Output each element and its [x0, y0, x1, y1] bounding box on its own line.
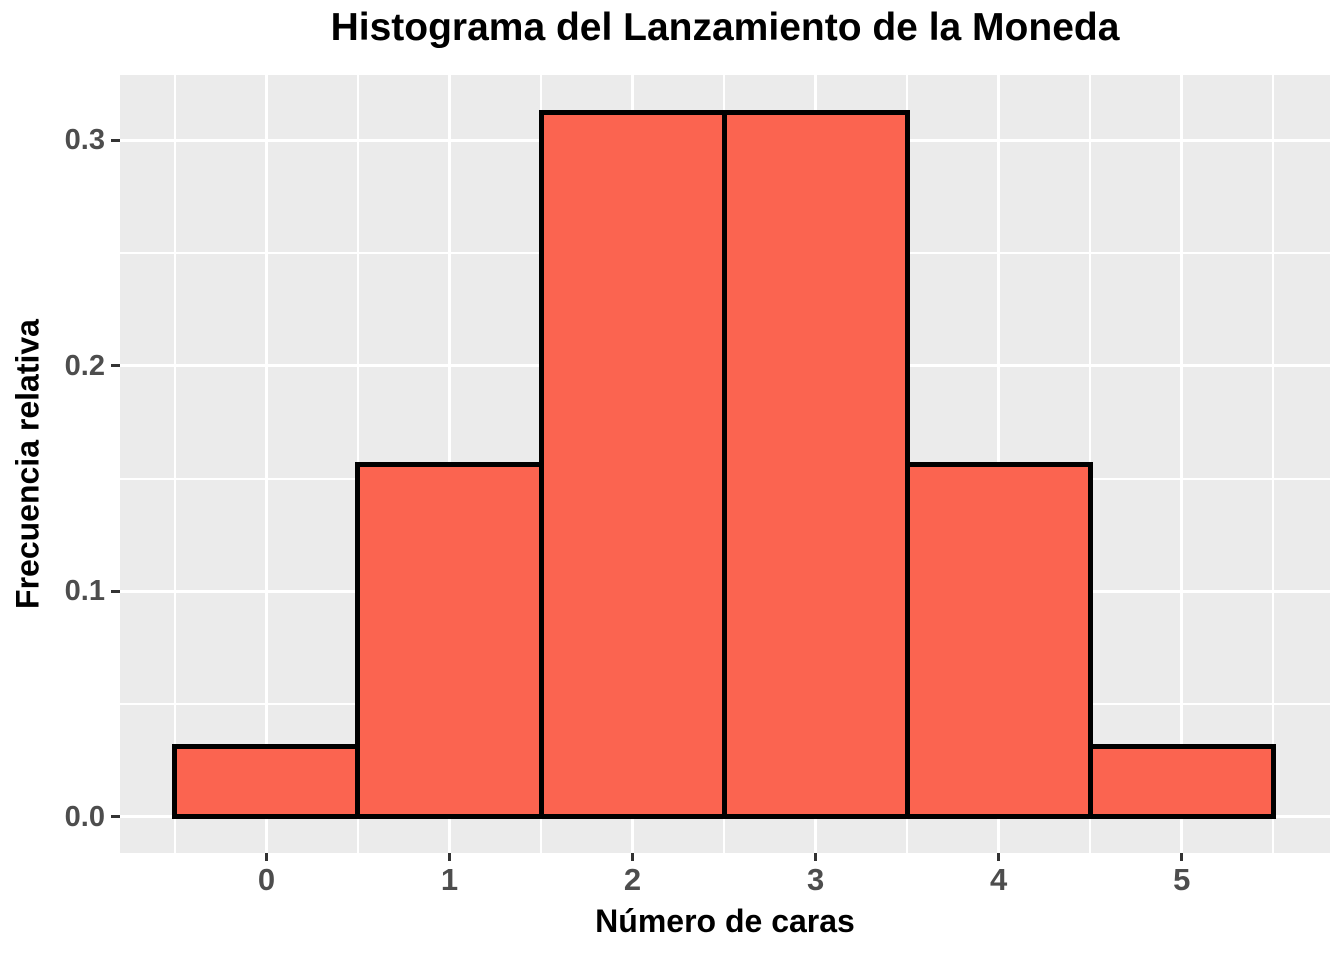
histogram-bar-x4 — [904, 462, 1093, 820]
x-tick-mark — [997, 853, 1001, 861]
y-tick-label: 0.3 — [64, 124, 105, 157]
major-gridline-vertical — [264, 75, 268, 853]
plot-panel — [120, 75, 1330, 853]
minor-gridline-vertical — [173, 75, 176, 853]
major-gridline-vertical — [1180, 75, 1184, 853]
y-tick-mark — [111, 364, 120, 368]
y-tick-mark — [111, 589, 120, 593]
y-tick-label: 0.2 — [64, 349, 105, 382]
x-tick-label: 1 — [440, 862, 459, 897]
histogram-bar-x3 — [721, 109, 910, 820]
x-tick-mark — [448, 853, 451, 861]
x-tick-label: 3 — [806, 862, 825, 897]
histogram-bar-x5 — [1087, 743, 1276, 820]
y-tick-label: 0.0 — [64, 800, 105, 833]
histogram-bar-x2 — [538, 109, 727, 820]
y-tick-mark — [111, 815, 120, 819]
y-axis-title-text: Frecuencia relativa — [9, 319, 46, 609]
minor-gridline-vertical — [1272, 75, 1275, 853]
x-tick-mark — [1180, 853, 1184, 861]
x-tick-mark — [631, 853, 635, 861]
x-tick-label: 0 — [257, 862, 276, 897]
histogram-bar-x0 — [172, 743, 361, 820]
x-tick-mark — [814, 853, 818, 861]
x-tick-mark — [264, 853, 268, 861]
histogram-bar-x1 — [355, 462, 544, 820]
x-tick-label: 4 — [990, 862, 1008, 897]
x-axis-title: Número de caras — [595, 903, 855, 939]
x-tick-label: 5 — [1173, 862, 1191, 897]
chart-title: Histograma del Lanzamiento de la Moneda — [330, 6, 1120, 49]
y-tick-label: 0.1 — [64, 575, 105, 608]
x-tick-label: 2 — [623, 862, 642, 897]
y-tick-mark — [111, 138, 120, 142]
